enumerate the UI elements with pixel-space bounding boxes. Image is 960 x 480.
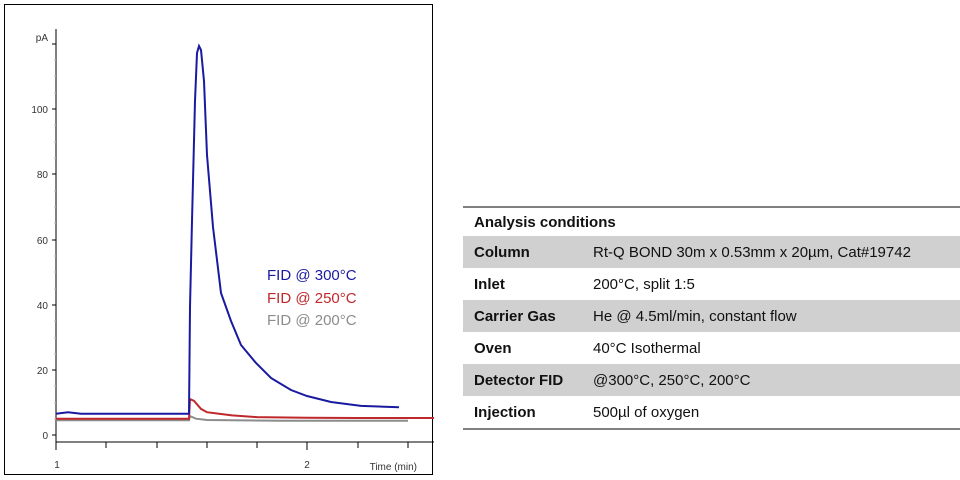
condition-value: He @ 4.5ml/min, constant flow	[593, 307, 797, 325]
condition-row-injection: Injection 500µl of oxygen	[463, 396, 960, 428]
condition-label: Carrier Gas	[474, 307, 556, 325]
condition-label: Column	[474, 243, 530, 261]
condition-value: 500µl of oxygen	[593, 403, 700, 421]
condition-value: 200°C, split 1:5	[593, 275, 695, 293]
condition-row-oven: Oven 40°C Isothermal	[463, 332, 960, 364]
trace-fid-200c	[56, 414, 408, 422]
condition-value: 40°C Isothermal	[593, 339, 701, 357]
y-tick-label-100: 100	[31, 105, 48, 116]
trace-fid-250c	[56, 397, 434, 420]
condition-label: Oven	[474, 339, 512, 357]
chromatogram-chart: pA 100 80 60 40 20 0 1 2 Time (min)	[31, 29, 434, 473]
x-axis-title: Time (min)	[370, 462, 417, 473]
condition-value: Rt-Q BOND 30m x 0.53mm x 20µm, Cat#19742	[593, 243, 911, 261]
chart-legend: FID @ 300°C FID @ 250°C FID @ 200°C	[267, 265, 357, 333]
x-tick-label-1: 1	[54, 460, 60, 471]
legend-item-fid-300c: FID @ 300°C	[267, 267, 357, 284]
condition-label: Detector FID	[474, 371, 564, 389]
y-tick-label-60: 60	[37, 236, 49, 247]
condition-row-inlet: Inlet 200°C, split 1:5	[463, 268, 960, 300]
y-tick-label-20: 20	[37, 366, 49, 377]
condition-row-carrier-gas: Carrier Gas He @ 4.5ml/min, constant flo…	[463, 300, 960, 332]
x-axis-ticks	[55, 442, 409, 450]
condition-row-column: Column Rt-Q BOND 30m x 0.53mm x 20µm, Ca…	[463, 236, 960, 268]
condition-label: Inlet	[474, 275, 505, 293]
y-tick-label-40: 40	[37, 301, 49, 312]
conditions-title: Analysis conditions	[463, 206, 960, 236]
y-axis-unit-label: pA	[36, 33, 49, 44]
table-bottom-border	[463, 428, 960, 430]
legend-item-fid-250c: FID @ 250°C	[267, 289, 357, 307]
y-axis-ticks	[52, 43, 56, 436]
trace-fid-300c	[55, 43, 400, 415]
y-tick-label-80: 80	[37, 170, 49, 181]
x-tick-label-2: 2	[304, 460, 310, 471]
y-tick-label-0: 0	[42, 431, 48, 442]
analysis-conditions-table: Analysis conditions Column Rt-Q BOND 30m…	[463, 206, 960, 430]
condition-label: Injection	[474, 403, 536, 421]
chromatogram-panel: pA 100 80 60 40 20 0 1 2 Time (min) FID …	[4, 4, 434, 475]
condition-value: @300°C, 250°C, 200°C	[593, 371, 751, 389]
condition-row-detector: Detector FID @300°C, 250°C, 200°C	[463, 364, 960, 396]
legend-item-fid-200c: FID @ 200°C	[267, 312, 357, 329]
y-axis-minor-ticks	[54, 59, 56, 420]
